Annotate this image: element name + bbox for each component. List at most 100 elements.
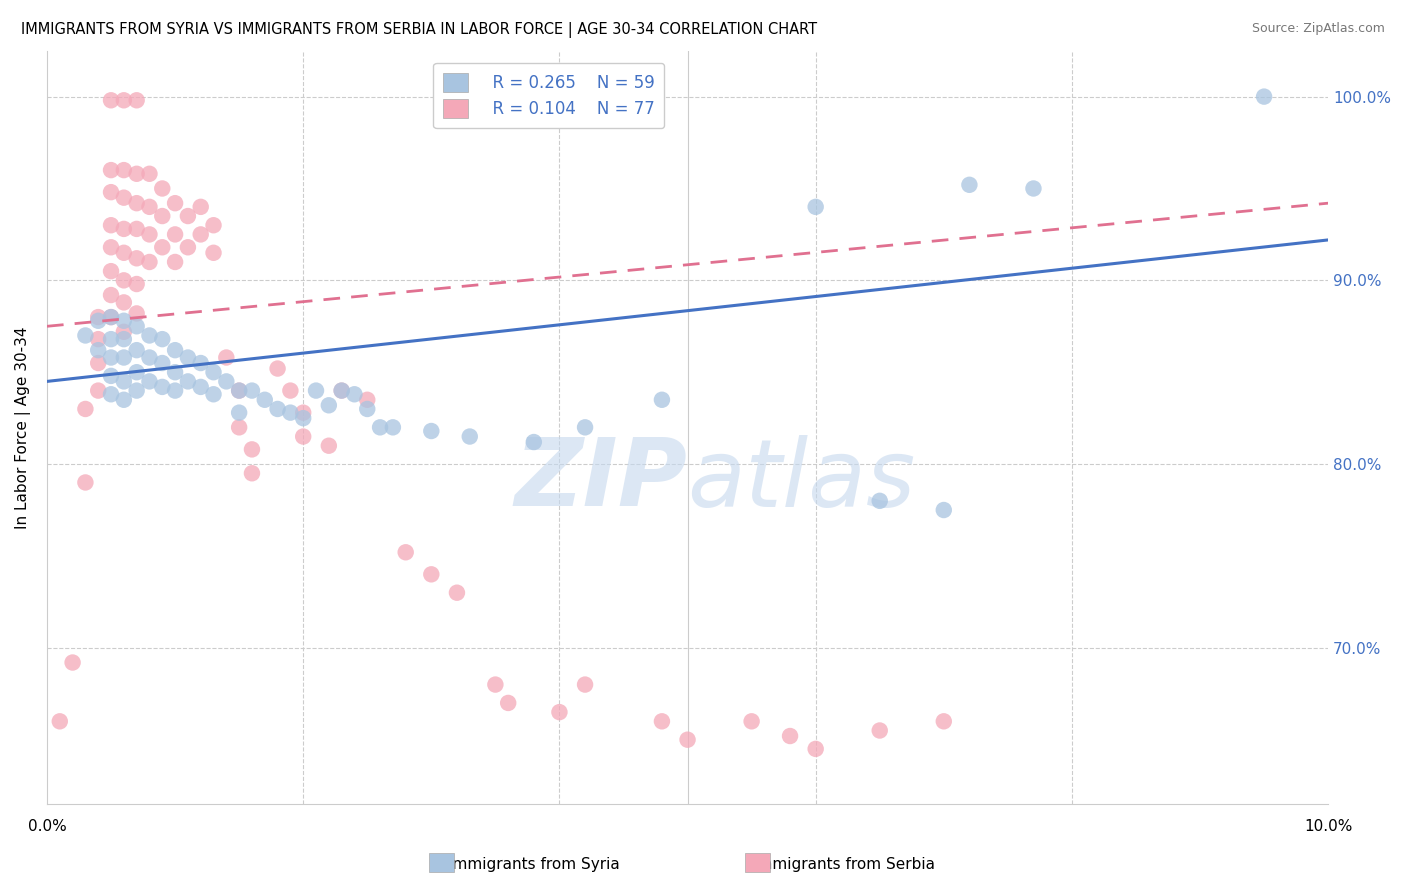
Point (356, 392, 378, 407)
Point (292, 429, 315, 443)
Point (87, 384, 110, 398)
Point (125, 222, 148, 236)
Point (112, 191, 135, 205)
Point (266, 361, 288, 376)
Point (150, 332, 173, 346)
Point (190, 227, 212, 242)
Point (253, 392, 276, 407)
Point (651, 392, 673, 407)
Point (87, 314, 110, 328)
Point (138, 328, 160, 343)
Point (228, 384, 250, 398)
Point (343, 387, 366, 401)
Point (100, 332, 122, 346)
Point (165, 384, 187, 398)
Point (100, 310, 122, 324)
Point (165, 255, 187, 269)
Point (202, 218, 225, 232)
Point (150, 240, 173, 254)
Point (125, 306, 148, 320)
Point (215, 351, 238, 365)
Point (112, 325, 135, 339)
Point (676, 732, 699, 747)
Point (190, 380, 212, 394)
Point (215, 375, 238, 389)
Point (87, 343, 110, 358)
Point (177, 351, 200, 365)
Point (292, 406, 315, 420)
Text: Source: ZipAtlas.com: Source: ZipAtlas.com (1251, 22, 1385, 36)
Point (112, 245, 135, 260)
Point (100, 240, 122, 254)
Point (125, 384, 148, 398)
Point (484, 677, 506, 691)
Point (100, 163, 122, 178)
Point (165, 196, 187, 211)
Text: IMMIGRANTS FROM SYRIA VS IMMIGRANTS FROM SERBIA IN LABOR FORCE | AGE 30-34 CORRE: IMMIGRANTS FROM SYRIA VS IMMIGRANTS FROM… (21, 22, 817, 38)
Point (112, 375, 135, 389)
Point (458, 429, 481, 443)
Point (112, 163, 135, 178)
Point (62, 656, 84, 670)
Point (125, 196, 148, 211)
Point (150, 209, 173, 223)
Point (138, 351, 160, 365)
Point (574, 677, 596, 691)
Point (420, 567, 443, 582)
Point (100, 351, 122, 365)
Point (150, 356, 173, 370)
Point (1022, 181, 1045, 195)
Point (165, 365, 187, 379)
Point (177, 209, 200, 223)
Point (112, 295, 135, 310)
Point (932, 714, 955, 729)
Point (240, 467, 263, 481)
Point (496, 696, 519, 710)
Point (112, 314, 135, 328)
Point (177, 240, 200, 254)
Text: Immigrants from Syria: Immigrants from Syria (449, 857, 620, 872)
Point (150, 181, 173, 195)
Point (165, 227, 187, 242)
Point (381, 420, 404, 434)
Point (228, 384, 250, 398)
Point (138, 255, 160, 269)
Point (228, 406, 250, 420)
Point (100, 288, 122, 302)
Point (266, 401, 288, 416)
Point (420, 424, 443, 438)
Point (75, 328, 97, 343)
Point (125, 167, 148, 181)
Text: 0.0%: 0.0% (28, 819, 66, 834)
Point (240, 384, 263, 398)
Point (280, 406, 302, 420)
Point (112, 273, 135, 287)
Point (305, 384, 328, 398)
Point (125, 319, 148, 334)
Point (75, 475, 97, 490)
Y-axis label: In Labor Force | Age 30-34: In Labor Force | Age 30-34 (15, 326, 31, 529)
Point (177, 375, 200, 389)
Point (165, 343, 187, 358)
Point (87, 356, 110, 370)
Point (100, 218, 122, 232)
Point (125, 93, 148, 107)
Point (779, 729, 801, 743)
Point (330, 384, 353, 398)
Point (957, 178, 980, 192)
Point (395, 545, 418, 559)
Point (100, 387, 122, 401)
Point (202, 245, 225, 260)
Point (87, 310, 110, 324)
Point (869, 723, 891, 738)
Point (87, 332, 110, 346)
Point (112, 392, 135, 407)
Point (190, 356, 212, 370)
Point (228, 420, 250, 434)
Point (318, 439, 340, 453)
Point (125, 365, 148, 379)
Point (1253, 89, 1275, 103)
Point (804, 742, 827, 756)
Point (100, 93, 122, 107)
Point (138, 167, 160, 181)
